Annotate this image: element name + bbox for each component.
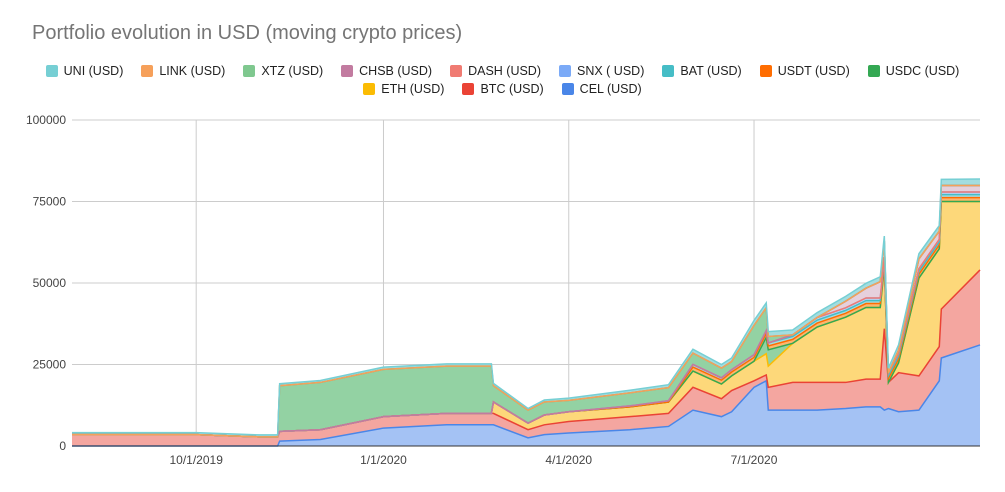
legend-swatch [662, 65, 675, 77]
legend-item[interactable]: BTC (USD) [462, 82, 544, 96]
legend-swatch [141, 65, 154, 77]
y-tick-label: 0 [59, 439, 66, 453]
legend: UNI (USD) LINK (USD) XTZ (USD) CHSB (USD) DA… [0, 62, 1005, 98]
legend-swatch [759, 65, 772, 77]
x-tick-label: 1/1/2020 [360, 453, 407, 467]
legend-label: SNX ( USD) [577, 64, 645, 78]
chart-title: Portfolio evolution in USD (moving crypt… [32, 22, 463, 44]
legend-item[interactable]: XTZ (USD) [243, 64, 323, 78]
y-tick-label: 75000 [33, 195, 67, 209]
y-tick-label: 50000 [33, 276, 67, 290]
legend-label: USDC (USD) [885, 64, 960, 78]
legend-swatch [867, 65, 880, 77]
x-tick-label: 4/1/2020 [545, 453, 592, 467]
legend-item[interactable]: SNX ( USD) [559, 64, 644, 78]
legend-label: DASH (USD) [468, 64, 541, 78]
legend-item[interactable]: UNI (USD) [45, 64, 124, 78]
legend-swatch [243, 65, 256, 77]
legend-label: CHSB (USD) [359, 64, 433, 78]
legend-row: ETH (USD) BTC (USD) CEL (USD) [0, 80, 1005, 98]
y-tick-label: 100000 [26, 113, 66, 127]
legend-swatch [363, 83, 376, 95]
legend-item[interactable]: DASH (USD) [450, 64, 541, 78]
legend-row: UNI (USD) LINK (USD) XTZ (USD) CHSB (USD) DA… [0, 62, 1005, 80]
legend-swatch [450, 65, 463, 77]
legend-label: ETH (USD) [381, 82, 445, 96]
legend-item[interactable]: USDC (USD) [867, 64, 960, 78]
legend-item[interactable]: USDT (USD) [759, 64, 850, 78]
legend-swatch [559, 65, 571, 77]
legend-label: BAT (USD) [680, 64, 742, 78]
legend-swatch [341, 65, 354, 77]
line-uni-usd [72, 178, 981, 436]
legend-label: UNI (USD) [63, 64, 124, 78]
legend-label: LINK (USD) [159, 64, 226, 78]
legend-swatch [462, 83, 475, 95]
legend-item[interactable]: LINK (USD) [141, 64, 225, 78]
x-tick-label: 10/1/2019 [169, 453, 223, 467]
line-cel-usd [72, 344, 981, 447]
y-tick-label: 25000 [33, 358, 67, 372]
legend-label: BTC (USD) [480, 82, 544, 96]
area-eth-usd [72, 201, 980, 437]
legend-item[interactable]: CHSB (USD) [341, 64, 432, 78]
legend-swatch [561, 83, 574, 95]
legend-label: CEL (USD) [579, 82, 642, 96]
legend-label: XTZ (USD) [261, 64, 324, 78]
legend-item[interactable]: CEL (USD) [561, 82, 642, 96]
legend-item[interactable]: ETH (USD) [363, 82, 444, 96]
area-cel-usd [72, 344, 980, 446]
legend-item[interactable]: BAT (USD) [662, 64, 742, 78]
legend-label: USDT (USD) [777, 64, 850, 78]
x-tick-label: 7/1/2020 [731, 453, 778, 467]
legend-swatch [45, 65, 58, 77]
